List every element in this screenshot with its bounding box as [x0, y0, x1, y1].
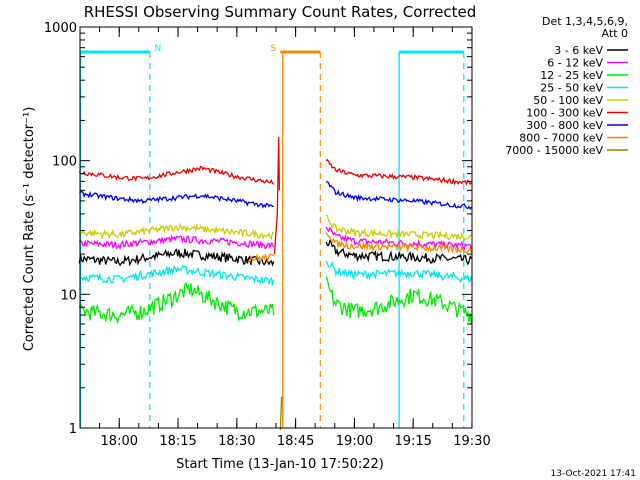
series-line-6-a	[79, 190, 274, 209]
flare-spike	[273, 137, 281, 255]
x-tick-label: 18:30	[218, 434, 255, 449]
legend-entry-label: 25 - 50 keV	[540, 82, 603, 95]
legend-entry-label: 12 - 25 keV	[540, 69, 603, 82]
y-tick-label: 1000	[44, 21, 77, 36]
series-line-2-a	[78, 281, 275, 325]
legend-entry-label: 800 - 7000 keV	[519, 132, 603, 145]
y-axis-label: Corrected Count Rate (s⁻¹ detector⁻¹)	[22, 107, 37, 352]
x-tick-label: 18:45	[277, 434, 314, 449]
x-tick-label: 19:15	[394, 434, 431, 449]
chart-title: RHESSI Observing Summary Count Rates, Co…	[84, 3, 477, 21]
series-line-3-a	[79, 264, 275, 286]
legend-entry-label: 50 - 100 keV	[533, 94, 603, 107]
x-tick-label: 19:00	[336, 434, 373, 449]
y-tick-label: 100	[52, 155, 77, 170]
legend-header-line: Det 1,3,4,5,6,9,	[542, 15, 628, 28]
legend-header: Det 1,3,4,5,6,9, Att 0	[542, 15, 628, 40]
legend-entry-label: 300 - 800 keV	[526, 119, 603, 132]
y-tick-label: 10	[60, 288, 77, 303]
x-tick-label: 18:15	[159, 434, 196, 449]
series-line-3-b	[325, 260, 473, 284]
series-line-4-a	[78, 222, 275, 241]
legend-entry-label: 100 - 300 keV	[526, 107, 603, 120]
series-line-1-a	[78, 234, 275, 251]
y-tick-label: 1	[69, 422, 77, 437]
x-tick-label: 19:30	[453, 434, 490, 449]
series-line-7-b	[325, 232, 473, 255]
series-line-7-a	[248, 253, 275, 264]
series-line-8-a	[279, 396, 283, 431]
x-axis-label: Start Time (13-Jan-10 17:50:22)	[176, 457, 384, 472]
legend-entry-label: 3 - 6 keV	[554, 44, 603, 57]
footer-timestamp: 13-Oct-2021 17:41	[551, 469, 636, 479]
series-line-5-b	[325, 158, 472, 187]
series-line-5-a	[78, 165, 275, 185]
series-line-6-b	[326, 181, 472, 211]
flag-label: N	[154, 44, 161, 54]
legend-entry-label: 6 - 12 keV	[547, 57, 603, 70]
flag-label: S	[270, 44, 276, 54]
x-tick-label: 18:00	[101, 434, 138, 449]
legend-entry-label: 7000 - 15000 keV	[505, 144, 603, 157]
series-line-2-b	[325, 276, 473, 324]
series-line-0-a	[78, 248, 275, 267]
legend-header-line: Att 0	[602, 27, 628, 40]
series-line-0-b	[325, 239, 472, 266]
series-line-4-b	[326, 214, 472, 241]
